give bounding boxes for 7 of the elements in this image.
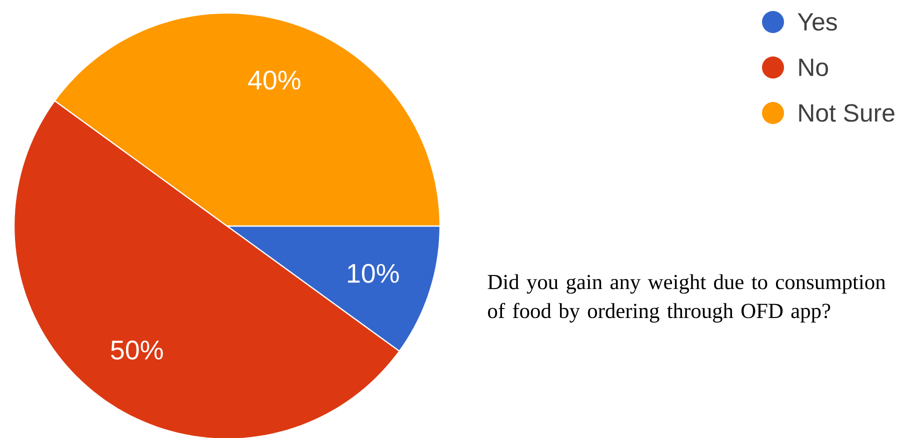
data-label: 40% (248, 70, 300, 90)
legend-label: No (799, 58, 828, 76)
legend-label: Not Sure (799, 104, 894, 122)
data-label: 50% (111, 340, 163, 360)
data-label: 10% (348, 264, 399, 283)
text: Did you gain any weight due to consumption of food by ordering through OFD app? (488, 274, 886, 323)
legend-label: Yes (798, 13, 837, 31)
